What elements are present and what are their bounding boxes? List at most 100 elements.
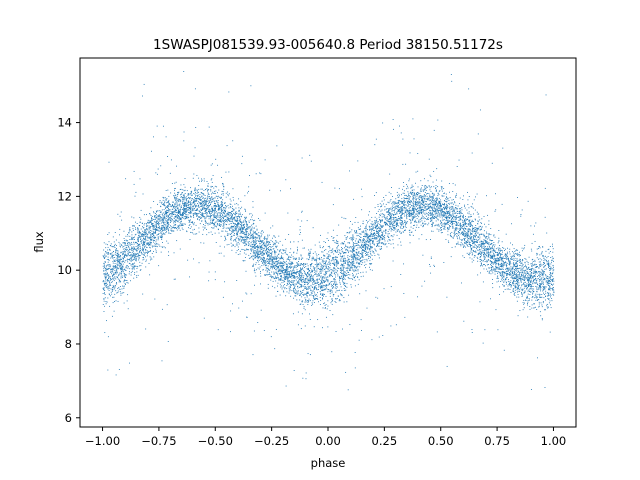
data-point: [430, 186, 432, 188]
data-point: [477, 223, 478, 225]
data-point: [243, 227, 245, 228]
data-point: [467, 223, 469, 225]
data-point: [481, 242, 483, 244]
data-point: [523, 272, 525, 274]
data-point: [287, 254, 288, 256]
data-point: [432, 215, 434, 217]
data-point: [542, 283, 544, 285]
data-point: [287, 257, 289, 259]
data-point: [174, 200, 176, 202]
data-point: [455, 204, 457, 206]
data-point: [488, 271, 490, 273]
data-point: [360, 239, 362, 241]
data-point: [184, 189, 186, 191]
data-point: [189, 208, 191, 210]
data-point: [295, 272, 297, 274]
data-point: [491, 269, 493, 271]
data-point: [358, 245, 360, 246]
data-point: [267, 256, 268, 258]
data-point: [171, 227, 173, 229]
data-point: [446, 205, 448, 207]
data-point: [396, 203, 398, 205]
data-point: [508, 259, 509, 261]
data-point: [518, 282, 520, 284]
data-point: [534, 261, 536, 263]
data-point: [548, 282, 550, 284]
data-point: [390, 223, 392, 225]
data-point: [153, 233, 155, 234]
data-point: [135, 233, 137, 235]
data-point: [459, 222, 461, 224]
data-point: [405, 208, 407, 210]
data-point: [499, 273, 501, 275]
data-point: [255, 173, 257, 175]
data-point: [275, 277, 277, 279]
data-point: [328, 254, 330, 256]
data-point: [488, 270, 490, 272]
data-point: [347, 258, 349, 260]
data-point: [233, 208, 235, 210]
data-point: [272, 225, 274, 227]
data-point: [252, 232, 254, 234]
data-point: [443, 226, 445, 227]
data-point: [137, 238, 139, 239]
data-point: [148, 230, 150, 232]
data-point: [491, 268, 493, 270]
data-point: [474, 255, 476, 257]
data-point: [397, 196, 399, 198]
data-point: [408, 215, 410, 217]
data-point: [543, 294, 545, 295]
data-point: [199, 216, 201, 218]
data-point: [235, 211, 237, 213]
data-point: [541, 274, 543, 276]
data-point: [411, 231, 413, 233]
data-point: [182, 200, 184, 202]
data-point: [388, 218, 390, 220]
data-point: [487, 250, 489, 252]
data-point: [255, 253, 257, 255]
data-point: [108, 285, 110, 287]
data-point: [552, 289, 553, 291]
data-point: [258, 259, 260, 261]
data-point: [266, 273, 268, 275]
data-point: [356, 253, 358, 255]
data-point: [177, 193, 179, 195]
data-point: [145, 245, 147, 247]
data-point: [547, 255, 549, 257]
data-point: [185, 215, 187, 217]
data-point: [334, 280, 336, 282]
data-point: [301, 157, 303, 159]
data-point: [353, 246, 355, 248]
data-point: [342, 265, 343, 267]
data-point: [128, 255, 130, 257]
data-point: [550, 288, 552, 289]
data-point: [176, 228, 177, 230]
data-point: [335, 298, 337, 300]
data-point: [157, 237, 159, 239]
data-point: [217, 216, 219, 218]
data-point: [507, 280, 509, 282]
data-point: [312, 277, 314, 279]
data-point: [176, 214, 178, 216]
data-point: [394, 213, 396, 215]
data-point: [190, 209, 191, 210]
data-point: [544, 279, 546, 281]
data-point: [120, 211, 122, 213]
data-point: [129, 229, 131, 231]
data-point: [483, 239, 485, 241]
data-point: [116, 270, 118, 272]
data-point: [220, 252, 222, 254]
data-point: [352, 260, 354, 262]
data-point: [368, 211, 370, 213]
data-point: [199, 216, 200, 218]
data-point: [441, 195, 443, 197]
data-point: [510, 282, 512, 283]
data-point: [548, 252, 550, 254]
data-point: [503, 262, 505, 264]
data-point: [474, 227, 476, 228]
data-point: [340, 252, 342, 254]
data-point: [355, 251, 357, 253]
data-point: [551, 300, 553, 302]
data-point: [441, 190, 443, 192]
data-point: [375, 220, 377, 222]
